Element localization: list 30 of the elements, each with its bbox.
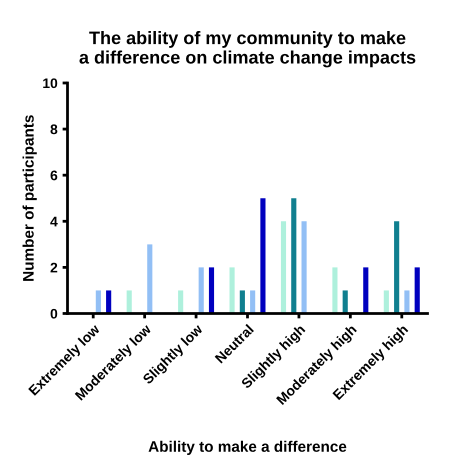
bar <box>332 267 338 314</box>
y-tick-label: 4 <box>50 216 58 226</box>
bar <box>394 221 400 314</box>
bar <box>342 290 348 314</box>
bar <box>208 267 214 314</box>
bar <box>384 290 389 314</box>
bar <box>250 290 256 314</box>
y-tick-label: 10 <box>43 78 58 88</box>
y-tick-label: 2 <box>50 262 58 272</box>
y-tick-label: 0 <box>50 308 58 319</box>
bar <box>280 221 286 314</box>
bar <box>260 198 266 314</box>
bar <box>363 267 368 314</box>
bar <box>291 198 296 314</box>
y-tick-label: 8 <box>50 124 58 134</box>
bar <box>106 290 112 314</box>
bar <box>147 244 152 314</box>
bar <box>178 290 184 314</box>
bar <box>198 267 204 314</box>
bar <box>96 290 101 314</box>
bar <box>240 290 245 314</box>
y-tick-label: 6 <box>50 170 58 180</box>
x-axis-title: Ability to make a difference <box>148 440 346 455</box>
chart-title: The ability of my community to make a difference on climate change impacts <box>79 31 416 68</box>
bar <box>230 267 235 314</box>
bar <box>404 290 410 314</box>
bar <box>126 290 132 314</box>
bar <box>302 221 307 314</box>
y-axis-title: Number of participants <box>22 115 37 281</box>
bar <box>414 267 420 314</box>
